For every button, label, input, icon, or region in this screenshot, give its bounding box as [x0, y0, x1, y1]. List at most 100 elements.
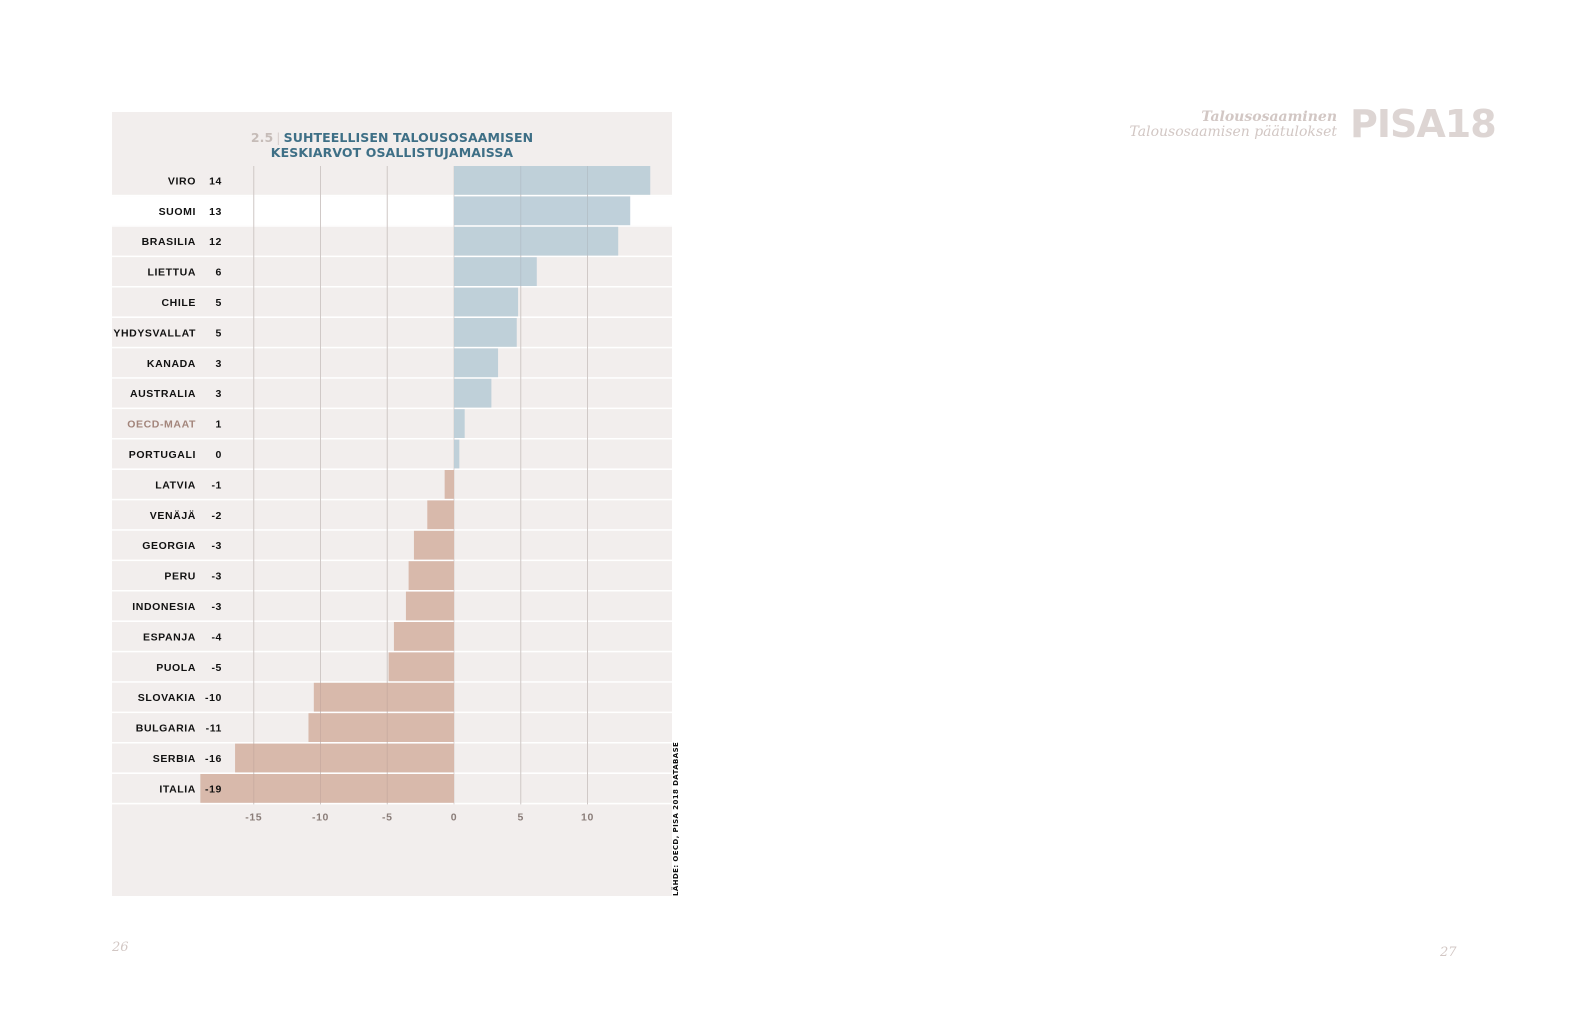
category-label: SERBIA	[153, 753, 196, 765]
row-background	[112, 561, 672, 590]
row-separator	[112, 559, 672, 562]
category-label: BRASILIA	[142, 236, 196, 248]
bar	[454, 439, 460, 469]
category-label: LATVIA	[155, 479, 196, 491]
row-separator	[112, 772, 672, 774]
category-label: INDONESIA	[132, 601, 196, 613]
category-label: ESPANJA	[143, 631, 196, 643]
row-background	[112, 622, 672, 651]
figure-number: 2.5	[250, 130, 274, 145]
row-separator	[112, 194, 672, 197]
category-label: KANADA	[147, 358, 196, 370]
x-tick-label: 0	[451, 811, 457, 823]
running-header: Talousosaaminen Talousosaamisen päätulok…	[1130, 110, 1337, 140]
category-label: CHILE	[162, 297, 197, 309]
bar	[388, 652, 454, 682]
category-label: PUOLA	[156, 662, 196, 674]
row-separator	[112, 742, 672, 744]
row-separator	[112, 650, 672, 653]
category-label: PERU	[164, 571, 196, 583]
bar	[454, 257, 537, 286]
bar	[393, 622, 454, 651]
bar	[454, 196, 631, 226]
value-label: 12	[209, 236, 222, 248]
value-label: -19	[205, 783, 222, 795]
row-separator	[112, 407, 672, 410]
value-label: -1	[211, 479, 222, 491]
row-background	[112, 378, 672, 408]
bar	[413, 530, 454, 560]
row-background	[112, 318, 672, 347]
row-separator	[112, 225, 672, 227]
value-label: 3	[216, 388, 222, 400]
row-separator	[112, 377, 672, 379]
chart-title: 2.5 | SUHTEELLISEN TALOUSOSAAMISEN KESKIAR…	[112, 130, 672, 160]
value-label: 1	[216, 419, 222, 431]
title-line-1: SUHTEELLISEN TALOUSOSAAMISEN	[283, 130, 534, 145]
row-background	[112, 287, 672, 317]
x-tick-label: 10	[581, 811, 594, 823]
row-separator	[112, 316, 672, 318]
category-label: LIETTUA	[147, 267, 196, 279]
category-label: ITALIA	[159, 783, 196, 795]
row-background	[112, 591, 672, 621]
page-number-right: 27	[1440, 945, 1457, 960]
row-background	[112, 348, 672, 378]
value-label: 0	[216, 449, 222, 461]
row-background	[112, 257, 672, 286]
bar	[454, 166, 651, 195]
category-label: AUSTRALIA	[130, 388, 196, 400]
category-label: SLOVAKIA	[138, 692, 196, 704]
row-background	[112, 470, 672, 499]
subsection-title: Talousosaamisen päätulokset	[1129, 124, 1337, 140]
category-label: SUOMI	[159, 206, 196, 218]
value-label: -10	[205, 692, 222, 704]
bar	[200, 774, 454, 803]
row-separator	[112, 468, 672, 470]
bar	[454, 287, 519, 317]
source-note: LÄHDE: OECD, PISA 2018 DATABASE	[672, 741, 680, 896]
bar	[427, 500, 454, 530]
bar	[454, 348, 499, 378]
page-number-left: 26	[112, 940, 129, 955]
row-separator	[112, 498, 672, 501]
row-separator	[112, 346, 672, 349]
bar	[454, 409, 465, 438]
bar	[313, 682, 454, 712]
bar	[408, 561, 454, 590]
value-label: -11	[206, 723, 222, 735]
value-label: 5	[216, 327, 222, 339]
bar	[454, 226, 619, 256]
value-label: 3	[216, 358, 222, 370]
x-tick-label: -15	[245, 811, 262, 823]
row-separator	[112, 802, 672, 805]
title-separator: |	[276, 130, 281, 145]
row-separator	[112, 438, 672, 440]
bar	[454, 378, 492, 408]
value-label: -3	[211, 571, 222, 583]
value-label: -16	[205, 753, 222, 765]
value-label: -3	[211, 540, 222, 552]
row-separator	[112, 286, 672, 288]
value-label: 5	[216, 297, 222, 309]
row-separator	[112, 590, 672, 592]
value-label: 14	[209, 175, 222, 187]
row-background	[112, 530, 672, 560]
row-separator	[112, 529, 672, 531]
category-label: OECD-MAAT	[127, 419, 196, 431]
bar	[454, 318, 517, 347]
category-label: YHDYSVALLAT	[113, 327, 196, 339]
row-background	[112, 500, 672, 530]
row-background	[112, 439, 672, 469]
row-separator	[112, 681, 672, 683]
category-label: VENÄJÄ	[150, 509, 196, 522]
bar	[405, 591, 454, 621]
value-label: 13	[209, 206, 222, 218]
value-label: -3	[211, 601, 222, 613]
x-tick-label: -5	[382, 811, 393, 823]
category-label: VIRO	[168, 175, 196, 187]
value-label: -4	[211, 631, 222, 643]
row-separator	[112, 255, 672, 258]
value-label: 6	[216, 267, 222, 279]
